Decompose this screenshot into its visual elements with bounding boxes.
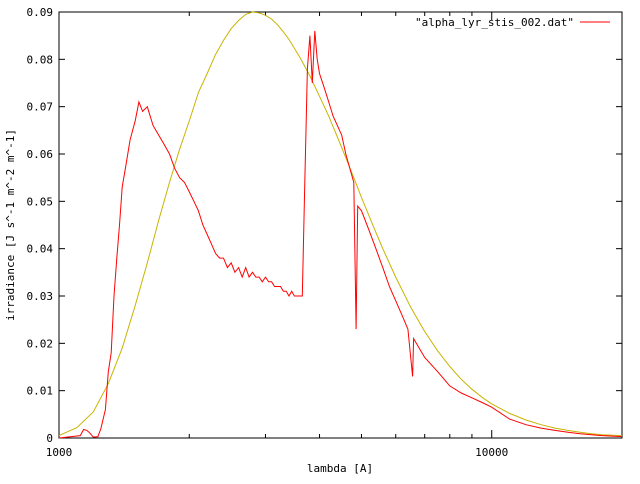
y-axis-ticks: 0 0.01 0.02 0.03 0.04 0.05 0.06 0.07 0.08 0.09 <box>27 6 622 445</box>
y-tick-label: 0.03 <box>27 290 54 303</box>
series-line-alpha-lyr <box>58 30 623 439</box>
y-tick-label: 0.06 <box>27 148 54 161</box>
y-tick-label: 0.04 <box>27 243 54 256</box>
series-line-blackbody <box>58 11 623 437</box>
y-tick-label: 0.05 <box>27 195 54 208</box>
x-axis-label: lambda [A] <box>307 462 373 475</box>
x-axis-ticks: 1000 10000 <box>46 12 623 459</box>
plot-frame <box>58 11 623 439</box>
series-layer <box>58 11 623 439</box>
x-tick-label: 10000 <box>475 446 508 459</box>
y-tick-label: 0.08 <box>27 53 54 66</box>
y-tick-label: 0 <box>46 432 53 445</box>
legend-label: "alpha_lyr_stis_002.dat" <box>415 16 574 29</box>
y-tick-label: 0.09 <box>27 6 54 19</box>
y-tick-label: 0.01 <box>27 385 54 398</box>
y-tick-label: 0.02 <box>27 337 54 350</box>
y-axis-label: irradiance [J s^-1 m^-2 m^-1] <box>4 129 17 321</box>
y-tick-label: 0.07 <box>27 101 54 114</box>
legend: "alpha_lyr_stis_002.dat" <box>415 16 610 29</box>
x-tick-label: 1000 <box>46 446 73 459</box>
